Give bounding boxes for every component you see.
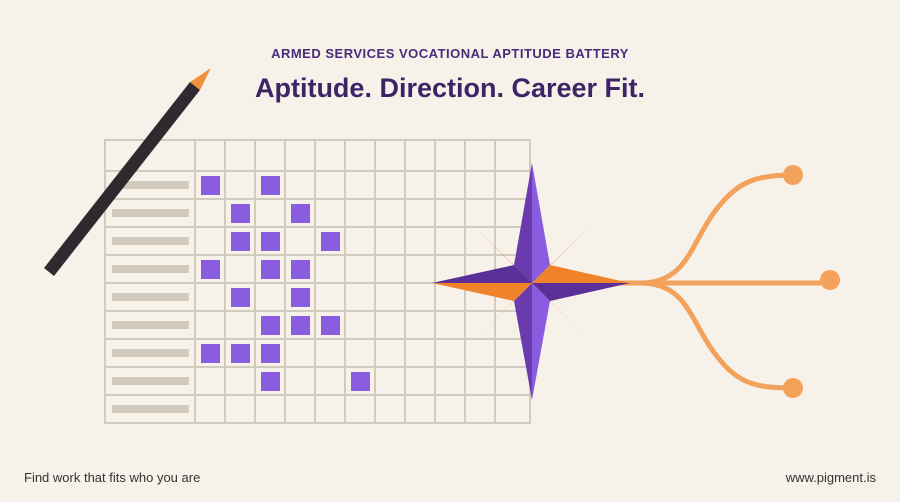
pencil bbox=[44, 68, 211, 276]
node bbox=[783, 378, 803, 398]
headline: Aptitude. Direction. Career Fit. bbox=[255, 73, 645, 103]
circuit bbox=[597, 172, 833, 391]
tagline: Find work that fits who you are bbox=[24, 470, 200, 485]
compass-star bbox=[432, 163, 630, 400]
node bbox=[783, 165, 803, 185]
eyebrow: ARMED SERVICES VOCATIONAL APTITUDE BATTE… bbox=[271, 46, 629, 61]
node bbox=[820, 270, 840, 290]
site-url: www.pigment.is bbox=[785, 470, 877, 485]
